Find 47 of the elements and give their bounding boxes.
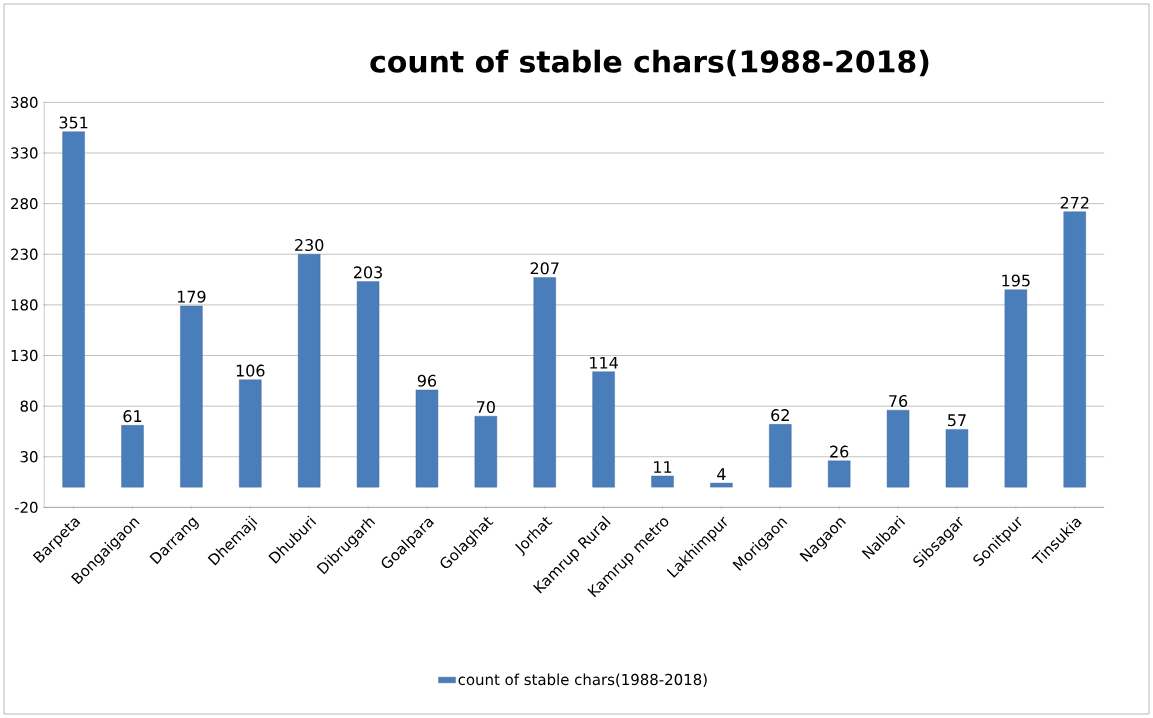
bar — [356, 281, 380, 488]
bar — [651, 475, 674, 488]
bar — [121, 425, 144, 488]
bar — [533, 277, 556, 488]
data-label: 230 — [295, 239, 324, 252]
data-label: 4 — [717, 468, 726, 480]
y-tick-label: 380 — [11, 96, 38, 109]
bar — [297, 254, 321, 488]
y-tick-label: 80 — [20, 400, 38, 412]
bar — [710, 482, 733, 488]
data-label: 76 — [889, 394, 908, 407]
data-label: 179 — [177, 290, 206, 303]
data-label: 106 — [236, 364, 265, 377]
bar — [769, 424, 792, 488]
bar — [827, 460, 851, 488]
bar — [239, 379, 262, 488]
data-label: 61 — [123, 410, 142, 423]
y-tick-label: 180 — [11, 299, 38, 311]
data-label: 272 — [1060, 196, 1089, 209]
data-label: 195 — [1002, 274, 1030, 287]
y-tick-label: 330 — [11, 147, 38, 159]
bar — [592, 371, 615, 488]
chart-title: count of stable chars(1988-2018) — [370, 49, 929, 77]
data-label: 207 — [530, 262, 559, 275]
data-label: 11 — [654, 461, 672, 473]
data-label: 26 — [830, 445, 849, 458]
y-tick-label: 280 — [11, 197, 38, 210]
bar — [180, 305, 203, 488]
bar — [1004, 289, 1028, 488]
bar — [415, 389, 439, 488]
y-tick-label: -20 — [14, 501, 38, 514]
bar — [474, 416, 498, 488]
y-tick-label: 30 — [20, 451, 38, 463]
data-label: 57 — [948, 414, 966, 427]
y-tick-label: 130 — [11, 349, 38, 362]
legend-label: count of stable chars(1988-2018) — [458, 673, 707, 687]
y-tick-label: 230 — [11, 248, 38, 260]
bar — [1063, 211, 1086, 488]
data-label: 203 — [354, 266, 382, 279]
bar — [62, 131, 85, 488]
bar — [886, 409, 910, 488]
data-label: 96 — [417, 374, 437, 387]
bar — [945, 429, 969, 488]
data-label: 351 — [59, 116, 88, 129]
data-label: 62 — [771, 409, 789, 422]
data-label: 70 — [477, 401, 495, 414]
data-label: 114 — [590, 356, 618, 369]
